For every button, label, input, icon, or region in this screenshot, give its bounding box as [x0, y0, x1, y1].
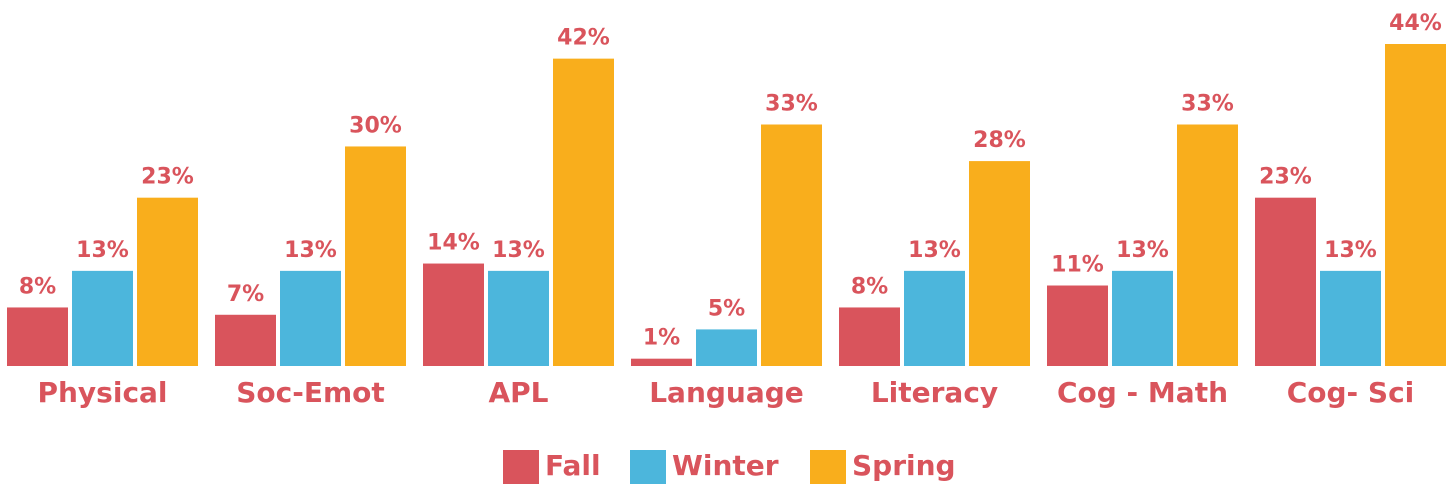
legend-swatch [810, 450, 846, 484]
bar [137, 197, 198, 366]
value-label: 42% [557, 26, 610, 51]
bar [345, 146, 406, 366]
bar [1255, 197, 1316, 366]
value-label: 30% [349, 113, 402, 138]
bar [631, 358, 692, 366]
bar [696, 329, 757, 366]
bar [72, 270, 133, 366]
legend-label: Spring [852, 449, 956, 482]
value-label: 13% [908, 238, 961, 263]
value-label: 33% [765, 92, 818, 117]
bar [553, 58, 614, 367]
x-tick-label: Physical [37, 376, 167, 409]
bar [969, 161, 1030, 366]
bar [1177, 124, 1238, 366]
bar [423, 263, 484, 366]
bar [1112, 270, 1173, 366]
legend-swatch [503, 450, 539, 484]
bar [1320, 270, 1381, 366]
value-label: 5% [708, 296, 745, 321]
legend-label: Winter [672, 449, 779, 482]
x-tick-label: APL [488, 376, 548, 409]
value-label: 14% [427, 231, 480, 256]
bar [1385, 44, 1446, 366]
x-tick-label: Literacy [871, 376, 998, 409]
legend-label: Fall [545, 449, 601, 482]
bar [761, 124, 822, 366]
x-tick-label: Soc-Emot [236, 376, 385, 409]
value-label: 13% [492, 238, 545, 263]
x-tick-label: Language [649, 376, 804, 409]
value-label: 44% [1389, 11, 1442, 36]
value-label: 13% [1324, 238, 1377, 263]
value-label: 28% [973, 128, 1026, 153]
value-label: 13% [284, 238, 337, 263]
bar [1047, 285, 1108, 366]
bar [7, 307, 68, 366]
value-label: 7% [227, 282, 264, 307]
value-label: 23% [141, 165, 194, 190]
bar [488, 270, 549, 366]
value-label: 1% [643, 326, 680, 351]
bar [280, 270, 341, 366]
value-label: 8% [851, 274, 888, 299]
bar [839, 307, 900, 366]
value-label: 13% [76, 238, 129, 263]
value-label: 11% [1051, 253, 1104, 278]
value-label: 33% [1181, 92, 1234, 117]
value-label: 8% [19, 274, 56, 299]
bar [904, 270, 965, 366]
x-tick-label: Cog- Sci [1287, 376, 1415, 409]
bar [215, 314, 276, 366]
x-tick-label: Cog - Math [1057, 376, 1228, 409]
value-label: 23% [1259, 165, 1312, 190]
value-label: 13% [1116, 238, 1169, 263]
legend-swatch [630, 450, 666, 484]
